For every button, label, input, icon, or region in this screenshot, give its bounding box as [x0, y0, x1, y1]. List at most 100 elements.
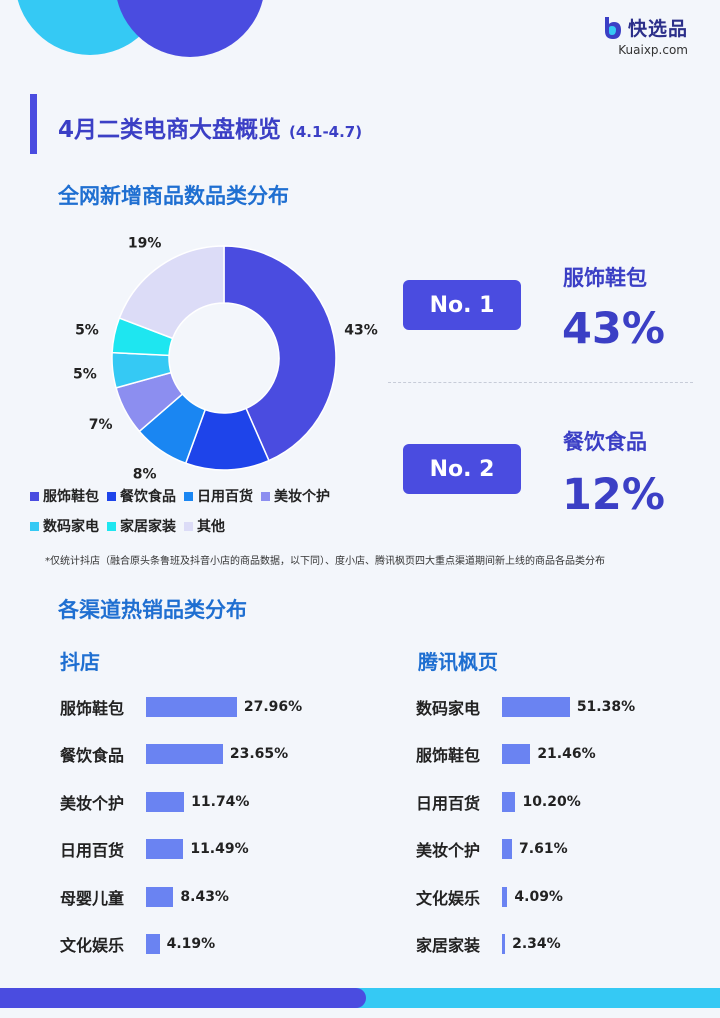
rank-divider — [388, 382, 693, 383]
legend-swatch-5 — [30, 521, 39, 531]
brand-logo: 快选品 Kuaixp.com — [602, 14, 688, 57]
title-accent-bar — [30, 94, 37, 154]
legend-swatch-1 — [30, 491, 39, 501]
tencent-value-5: 4.09% — [514, 888, 563, 905]
tencent-row-2: 服饰鞋包 21.46% — [416, 743, 596, 765]
doudian-label-4: 日用百货 — [60, 841, 125, 861]
doudian-bar-5 — [146, 886, 174, 907]
rank-2-category: 餐饮食品 — [563, 430, 647, 454]
doudian-value-3: 11.74% — [191, 793, 250, 810]
tencent-row-6: 家居家装 2.34% — [416, 933, 561, 955]
doudian-label-1: 服饰鞋包 — [60, 699, 125, 718]
legend-label-7: 其他 — [197, 519, 225, 535]
brand-logo-icon — [604, 16, 621, 39]
tencent-bar-2 — [502, 744, 531, 765]
tencent-value-3: 10.20% — [522, 793, 581, 810]
tencent-value-1: 51.38% — [576, 699, 636, 715]
doudian-value-5: 8.43% — [180, 888, 229, 905]
doudian-value-4: 11.49% — [190, 841, 249, 858]
doudian-row-3: 美妆个护 11.74% — [60, 791, 249, 813]
tencent-bar-6 — [502, 934, 506, 954]
legend-swatch-3 — [184, 491, 193, 501]
legend-item-7: 其他 — [184, 516, 225, 536]
doudian-bar-6 — [146, 934, 160, 954]
doudian-bar-3 — [146, 791, 185, 812]
legend-item-3: 日用百货 — [184, 486, 253, 506]
tencent-row-1: 数码家电 51.38% — [416, 696, 635, 718]
tencent-label-5: 文化娱乐 — [416, 888, 481, 908]
legend-label-1: 服饰鞋包 — [43, 489, 99, 505]
doudian-label-6: 文化娱乐 — [60, 936, 125, 955]
footer-bar-blue — [0, 988, 366, 1008]
donut-slice-1 — [223, 245, 337, 462]
doudian-row-1: 服饰鞋包 27.96% — [60, 696, 302, 718]
doudian-bar-1 — [146, 697, 237, 717]
donut-chart: 43%12%8%7%5%5%19% — [73, 236, 378, 483]
legend-swatch-7 — [184, 521, 193, 531]
rank-1-percent: 43% — [562, 304, 665, 354]
doudian-value-2: 23.65% — [229, 746, 289, 763]
rank-2-percent: 12% — [562, 470, 665, 520]
section-title-new-products: 全网新增商品数品类分布 — [58, 184, 289, 208]
tencent-label-6: 家居家装 — [416, 936, 481, 955]
section-title-hot-categories: 各渠道热销品类分布 — [58, 598, 247, 622]
donut-label-3: 8% — [133, 466, 157, 482]
doudian-bar-4 — [146, 839, 184, 860]
donut-label-1: 43% — [344, 322, 378, 338]
channel-title-tencent: 腾讯枫页 — [418, 650, 498, 674]
tencent-value-2: 21.46% — [537, 746, 596, 763]
legend-item-5: 数码家电 — [30, 516, 99, 536]
rank-badge-2: No. 2 — [403, 444, 521, 494]
legend-item-6: 家居家装 — [107, 516, 176, 536]
legend-label-5: 数码家电 — [43, 519, 99, 535]
channel-title-doudian: 抖店 — [60, 650, 100, 674]
legend-label-4: 美妆个护 — [274, 489, 330, 505]
legend-label-6: 家居家装 — [120, 519, 176, 535]
doudian-label-5: 母婴儿童 — [60, 888, 125, 908]
doudian-value-6: 4.19% — [166, 936, 216, 952]
donut-label-6: 5% — [75, 322, 99, 338]
chart-legend: 服饰鞋包 餐饮食品 日用百货 美妆个护数码家电 家居家装 其他 — [30, 486, 390, 536]
tencent-bar-3 — [502, 791, 516, 812]
legend-swatch-4 — [261, 491, 270, 501]
doudian-bar-2 — [146, 744, 223, 765]
doudian-row-2: 餐饮食品 23.65% — [60, 743, 288, 765]
rank-1-category: 服饰鞋包 — [563, 266, 647, 290]
legend-item-1: 服饰鞋包 — [30, 486, 99, 506]
tencent-label-1: 数码家电 — [416, 699, 481, 718]
page-title-text: 4月二类电商大盘概览 — [58, 117, 282, 143]
tencent-bar-4 — [502, 839, 513, 860]
legend-swatch-6 — [107, 521, 116, 531]
legend-label-3: 日用百货 — [197, 489, 253, 505]
rank-badge-1: No. 1 — [403, 280, 521, 330]
tencent-label-2: 服饰鞋包 — [416, 746, 481, 766]
footnote: *仅统计抖店（融合原头条鲁班及抖音小店的商品数据，以下同）、度小店、腾讯枫页四大… — [45, 556, 605, 567]
legend-label-2: 餐饮食品 — [120, 489, 176, 505]
donut-label-5: 5% — [73, 367, 97, 383]
doudian-label-2: 餐饮食品 — [60, 746, 125, 766]
donut-label-7: 19% — [128, 236, 162, 252]
tencent-bar-5 — [502, 886, 508, 907]
donut-slice-7 — [118, 245, 225, 340]
legend-swatch-2 — [107, 491, 116, 501]
brand-name: 快选品 — [627, 18, 688, 40]
doudian-row-4: 日用百货 11.49% — [60, 838, 249, 860]
legend-item-2: 餐饮食品 — [107, 486, 176, 506]
legend-item-4: 美妆个护 — [261, 486, 330, 506]
doudian-value-1: 27.96% — [243, 699, 303, 715]
tencent-value-6: 2.34% — [512, 936, 561, 952]
tencent-label-4: 美妆个护 — [416, 841, 481, 861]
doudian-row-6: 文化娱乐 4.19% — [60, 933, 215, 955]
page-title-date: (4.1-4.7) — [289, 123, 363, 141]
tencent-bar-1 — [502, 697, 570, 717]
tencent-row-4: 美妆个护 7.61% — [416, 838, 568, 860]
tencent-row-5: 文化娱乐 4.09% — [416, 886, 563, 908]
tencent-value-4: 7.61% — [519, 841, 568, 858]
tencent-label-3: 日用百货 — [416, 793, 481, 813]
tencent-row-3: 日用百货 10.20% — [416, 791, 581, 813]
doudian-label-3: 美妆个护 — [60, 793, 125, 813]
donut-label-4: 7% — [89, 417, 113, 433]
page-title: 4月二类电商大盘概览 (4.1-4.7) — [58, 110, 362, 144]
decor-circle-blue — [115, 0, 265, 57]
doudian-row-5: 母婴儿童 8.43% — [60, 886, 229, 908]
